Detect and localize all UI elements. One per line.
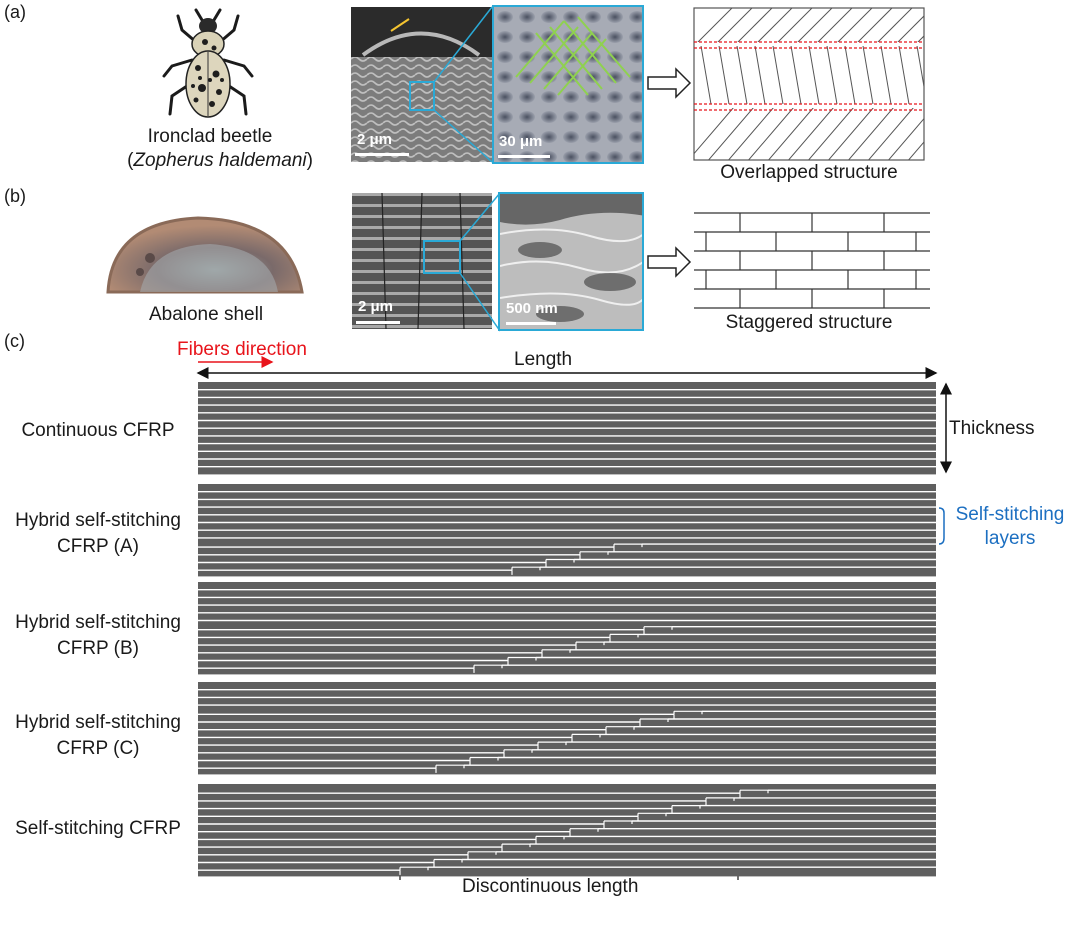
self-stitching-layers-label: Self-stitching layers — [955, 504, 1065, 549]
laminate-1 — [198, 484, 936, 577]
laminate-body — [198, 682, 936, 775]
stitch-step — [511, 566, 541, 571]
stitch-step — [541, 649, 571, 653]
stitch-step — [435, 764, 465, 769]
panel-b-label: (b) — [4, 186, 26, 206]
abalone-sem-zoom-image: 500 nm — [498, 192, 644, 331]
stitch-step — [643, 626, 673, 630]
laminate-label-hybrid-a: Hybrid self-stitching CFRP (A) — [15, 510, 181, 557]
stitch-step — [571, 733, 601, 738]
laminate-label-continuous: Continuous CFRP — [21, 420, 175, 441]
stitch-step — [673, 710, 703, 715]
stitch-step — [639, 718, 669, 722]
laminate-3 — [198, 682, 936, 775]
beetle-latin-name: (Zopherus haldemani) — [127, 150, 313, 171]
length-label: Length — [514, 349, 573, 370]
self-stitching-bracket — [938, 507, 945, 545]
stitch-step — [537, 741, 567, 746]
stitch-step — [637, 812, 667, 817]
stitch-step — [545, 558, 575, 563]
abalone-name: Abalone shell — [148, 304, 264, 325]
stitch-step — [503, 749, 533, 753]
beetle-name: Ironclad beetle — [147, 126, 273, 147]
stitch-step — [575, 641, 605, 646]
fibers-direction-label: Fibers direction — [177, 339, 307, 360]
laminate-body — [198, 582, 936, 675]
stitch-step — [579, 551, 609, 555]
staggered-structure-label: Staggered structure — [725, 312, 893, 333]
stitch-step — [469, 756, 499, 761]
thickness-label: Thickness — [949, 418, 1035, 439]
stitch-step — [671, 805, 701, 809]
stitch-step — [501, 843, 531, 848]
stitch-step — [473, 664, 503, 669]
stitch-step — [605, 726, 635, 730]
stitch-step — [569, 828, 599, 832]
stitch-step — [609, 633, 639, 638]
laminate-0 — [198, 382, 936, 475]
stitch-step — [705, 797, 735, 801]
stitch-step — [507, 656, 537, 661]
beetle-sem-image: 2 μm — [351, 7, 492, 162]
laminate-label-hybrid-c: Hybrid self-stitching CFRP (C) — [15, 712, 181, 759]
stitch-step — [433, 858, 463, 863]
laminate-2 — [198, 582, 936, 675]
discontinuous-length-label: Discontinuous length — [462, 876, 639, 897]
stitch-step — [467, 851, 497, 855]
laminate-body — [198, 382, 936, 475]
stitch-step — [399, 866, 429, 871]
abalone-sem-image: 2 μm — [352, 193, 492, 329]
stitch-step — [739, 789, 769, 794]
laminate-label-hybrid-b: Hybrid self-stitching CFRP (B) — [15, 612, 181, 659]
stitch-step — [603, 820, 633, 824]
laminate-body — [198, 484, 936, 577]
panel-a-label: (a) — [4, 2, 26, 22]
laminate-label-self-stitching: Self-stitching CFRP — [15, 818, 181, 839]
overlapped-structure-label: Overlapped structure — [720, 162, 898, 183]
stitch-step — [535, 835, 565, 840]
stitch-step — [613, 543, 643, 548]
beetle-sem-zoom-image: 30 μm — [492, 5, 644, 164]
step-length-label: Step length — [284, 849, 381, 870]
panel-c-label: (c) — [4, 331, 25, 351]
